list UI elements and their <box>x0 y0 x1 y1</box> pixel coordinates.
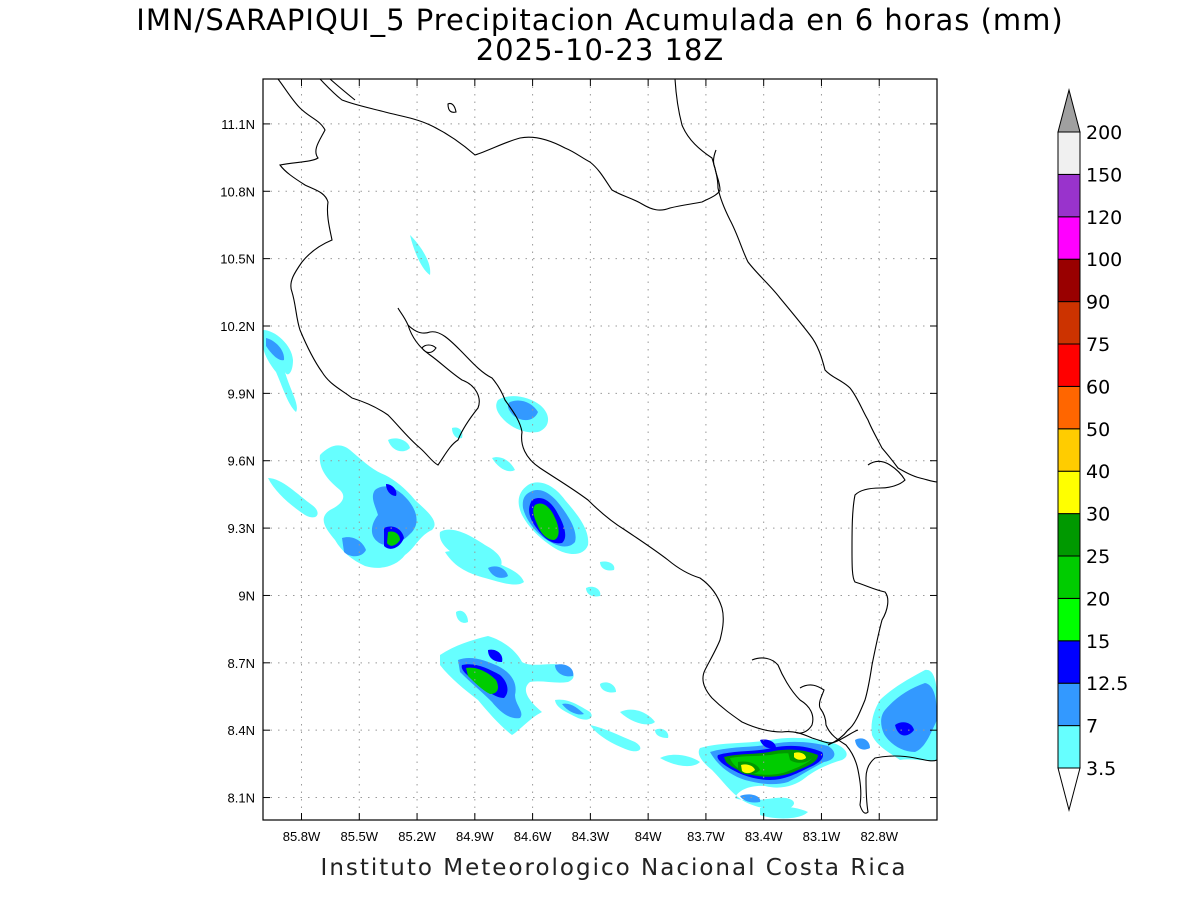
lon-tick-label: 83.7W <box>687 829 725 844</box>
lat-lon-grid <box>263 79 937 820</box>
lat-tick-label: 8.1N <box>228 791 255 806</box>
coastlines-borders <box>277 79 937 814</box>
lat-tick-label: 9N <box>238 588 255 603</box>
colorbar-box-150 <box>1057 131 1081 175</box>
lon-tick-label: 84.9W <box>456 829 494 844</box>
lat-tick-label: 9.9N <box>228 386 255 401</box>
rain-area-nw-coast <box>263 235 431 412</box>
caribbean-coast <box>674 79 937 483</box>
lon-tick-label: 82.8W <box>860 829 898 844</box>
colorbar-over-triangle <box>1057 88 1081 133</box>
ometepe <box>447 102 457 113</box>
colorbar-label: 15 <box>1086 631 1110 653</box>
chart-title: IMN/SARAPIQUI_5 Precipitacion Acumulada … <box>136 3 1064 37</box>
colorbar-box-50 <box>1057 385 1081 430</box>
lon-tick-label: 85.8W <box>283 829 321 844</box>
colorbar-label: 40 <box>1086 461 1110 483</box>
sixaola-border <box>827 460 906 746</box>
lat-tick-label: 10.8N <box>220 184 255 199</box>
rain-area-central-north <box>452 396 549 439</box>
lon-tick-label: 83.1W <box>803 829 841 844</box>
lon-tick-label: 84.6W <box>514 829 552 844</box>
rain-area-nicoya <box>268 438 524 585</box>
colorbar-box-7 <box>1057 682 1081 727</box>
map-frame <box>262 78 938 821</box>
lon-tick-label: 84.3W <box>572 829 610 844</box>
colorbar-label: 90 <box>1086 292 1110 314</box>
colorbar-box-12.5 <box>1057 640 1081 684</box>
colorbar-label: 25 <box>1086 546 1110 568</box>
colorbar-box-75 <box>1057 301 1081 345</box>
colorbar-label: 12.5 <box>1086 673 1128 695</box>
colorbar-box-25 <box>1057 513 1081 557</box>
precipitation-field <box>263 235 937 819</box>
colorbar-legend: 3.5 7 12.5 15 20 25 30 40 50 60 75 90 100 120 150 200 <box>1057 88 1128 812</box>
colorbar-box-100 <box>1057 216 1081 260</box>
colorbar-label: 20 <box>1086 588 1110 610</box>
lon-tick-label: 83.4W <box>745 829 783 844</box>
inner-line-nw <box>329 79 356 101</box>
colorbar-box-15 <box>1057 597 1081 642</box>
lat-tick-label: 11.1N <box>221 117 255 132</box>
colorbar-label: 7 <box>1086 716 1098 738</box>
lat-tick-label: 8.7N <box>228 656 255 671</box>
colorbar-box-20 <box>1057 555 1081 599</box>
colorbar-label: 75 <box>1086 334 1110 356</box>
colorbar-label: 120 <box>1086 207 1122 229</box>
lat-tick-label: 10.2N <box>220 319 255 334</box>
colorbar-box-30 <box>1057 470 1081 515</box>
lake-island <box>421 344 437 354</box>
nicaragua-costa-rica-coast-north <box>277 79 480 466</box>
rain-area-panama <box>855 669 937 761</box>
colorbar-box-3.5 <box>1057 725 1081 769</box>
colorbar-label: 100 <box>1086 249 1122 271</box>
footer-credit: Instituto Meteorologico Nacional Costa R… <box>320 855 908 881</box>
lon-tick-label: 85.5W <box>340 829 378 844</box>
colorbar-box-40 <box>1057 428 1081 472</box>
lat-tick-label: 9.3N <box>228 521 255 536</box>
nicaragua-border <box>319 79 721 211</box>
rain-area-central <box>518 482 615 597</box>
lon-tick-label: 84W <box>635 829 662 844</box>
lon-tick-label: 85.2W <box>398 829 436 844</box>
colorbar-box-120 <box>1057 173 1081 218</box>
lat-tick-label: 10.5N <box>220 252 255 267</box>
colorbar-under-triangle <box>1057 767 1081 812</box>
rain-area-south-border <box>660 737 847 819</box>
colorbar-box-90 <box>1057 258 1081 303</box>
colorbar-label: 200 <box>1086 122 1122 144</box>
chart-subtitle-date: 2025-10-23 18Z <box>475 33 725 67</box>
rain-area-osa <box>440 610 669 752</box>
golfo-dulce-east <box>799 684 825 709</box>
lat-tick-label: 9.6N <box>228 454 255 469</box>
colorbar-label: 50 <box>1086 419 1110 441</box>
colorbar-label: 30 <box>1086 504 1110 526</box>
colorbar-label: 150 <box>1086 164 1122 186</box>
map-axes: 85.8W 85.5W 85.2W 84.9W 84.6W 84.3W 84W 83.7W 83… <box>220 79 937 844</box>
golfo-dulce <box>751 657 814 734</box>
lat-tick-label: 8.4N <box>228 723 255 738</box>
colorbar-label: 60 <box>1086 376 1110 398</box>
panama-border <box>819 707 937 814</box>
colorbar-box-60 <box>1057 343 1081 387</box>
gulf-nicoya-inner <box>407 324 859 744</box>
colorbar-label: 3.5 <box>1086 758 1116 780</box>
